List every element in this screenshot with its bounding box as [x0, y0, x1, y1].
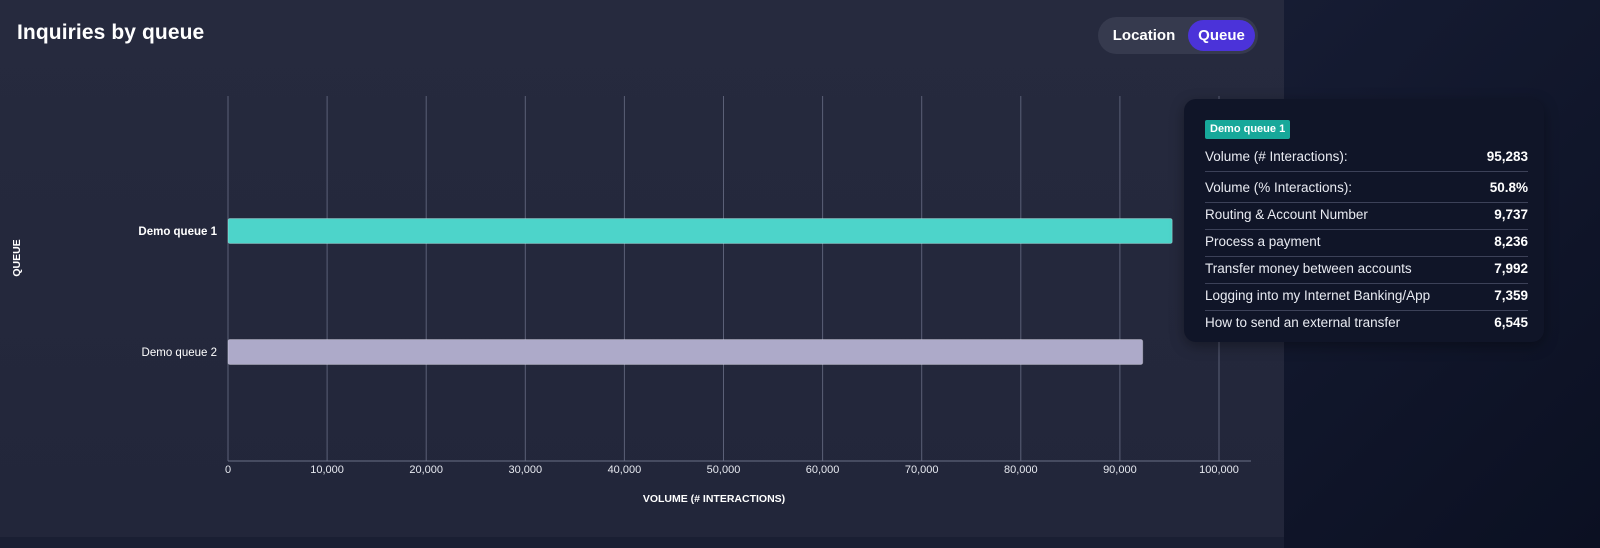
category-label: Demo queue 1 — [138, 226, 217, 238]
x-tick-label: 30,000 — [508, 464, 542, 476]
chart-x-ticks: 0 10,000 20,000 30,000 40,000 50,000 60,000 70,… — [225, 464, 1239, 476]
tooltip: Demo queue 1 Volume (# Interactions): 95… — [1184, 99, 1544, 342]
view-toggle: Location Queue — [1098, 17, 1258, 54]
tooltip-row: Transfer money between accounts 7,992 — [1205, 257, 1528, 284]
x-tick-label: 100,000 — [1199, 464, 1239, 476]
x-tick-label: 20,000 — [409, 464, 443, 476]
bar-chart: Demo queue 1 Demo queue 2 0 10,000 20,000 30… — [11, 96, 1251, 505]
chart-panel — [0, 0, 1284, 537]
bar[interactable] — [227, 218, 1173, 244]
tooltip-row-label: Process a payment — [1205, 234, 1321, 249]
x-tick-label: 80,000 — [1004, 464, 1038, 476]
y-axis-title: QUEUE — [11, 239, 23, 276]
tooltip-row-label: Logging into my Internet Banking/App — [1205, 288, 1431, 303]
tooltip-row-value: 7,359 — [1494, 288, 1528, 303]
toggle-queue-button[interactable]: Queue — [1188, 20, 1255, 51]
chart-grid — [227, 96, 1251, 462]
tooltip-row-label: How to send an external transfer — [1205, 315, 1401, 330]
tooltip-row-label: Volume (# Interactions): — [1205, 149, 1348, 164]
tooltip-row-value: 8,236 — [1494, 234, 1528, 249]
tooltip-row: How to send an external transfer 6,545 — [1205, 311, 1528, 337]
x-tick-label: 50,000 — [707, 464, 741, 476]
chart-bars — [227, 218, 1173, 365]
tooltip-row-value: 7,992 — [1494, 261, 1528, 276]
chart-category-labels: Demo queue 1 Demo queue 2 — [138, 226, 217, 359]
tooltip-row: Routing & Account Number 9,737 — [1205, 203, 1528, 230]
x-tick-label: 40,000 — [608, 464, 642, 476]
x-tick-label: 10,000 — [310, 464, 344, 476]
tooltip-row-label: Volume (% Interactions): — [1205, 180, 1353, 195]
page-title: Inquiries by queue — [17, 21, 205, 44]
tooltip-row-label: Transfer money between accounts — [1205, 261, 1412, 276]
toggle-location-button[interactable]: Location — [1112, 27, 1176, 44]
x-tick-label: 0 — [225, 464, 231, 476]
tooltip-rows: Volume (# Interactions): 95,283 Volume (… — [1205, 145, 1528, 337]
tooltip-row-value: 9,737 — [1494, 207, 1528, 222]
tooltip-row: Volume (# Interactions): 95,283 — [1205, 145, 1528, 172]
tooltip-row: Process a payment 8,236 — [1205, 230, 1528, 257]
tooltip-row-value: 6,545 — [1494, 315, 1528, 330]
x-tick-label: 70,000 — [905, 464, 939, 476]
bar[interactable] — [227, 339, 1144, 365]
tooltip-row: Logging into my Internet Banking/App 7,3… — [1205, 284, 1528, 311]
tooltip-row-value: 50.8% — [1489, 180, 1528, 195]
tooltip-row-value: 95,283 — [1486, 149, 1528, 164]
bottom-strip — [0, 537, 1284, 548]
tooltip-row: Volume (% Interactions): 50.8% — [1205, 176, 1528, 203]
category-label: Demo queue 2 — [142, 347, 217, 359]
x-axis-title: VOLUME (# INTERACTIONS) — [643, 493, 785, 505]
x-tick-label: 90,000 — [1103, 464, 1137, 476]
x-tick-label: 60,000 — [806, 464, 840, 476]
tooltip-row-label: Routing & Account Number — [1205, 207, 1368, 222]
tooltip-badge: Demo queue 1 — [1205, 120, 1291, 139]
